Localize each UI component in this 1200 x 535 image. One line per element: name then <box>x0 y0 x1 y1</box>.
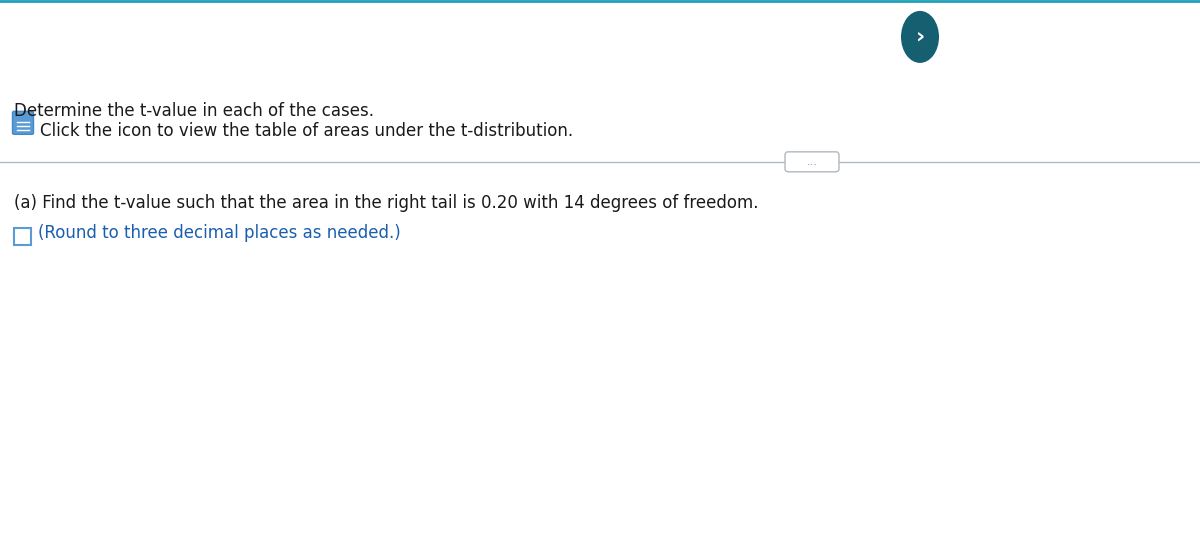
Text: Section 9.2 Homework update: Section 9.2 Homework update <box>116 27 434 47</box>
FancyBboxPatch shape <box>12 111 34 134</box>
Text: Homework:: Homework: <box>42 27 161 47</box>
Text: (a) Find the t-value such that the area in the right tail is 0.20 with 14 degree: (a) Find the t-value such that the area … <box>14 194 758 212</box>
Ellipse shape <box>901 11 940 63</box>
Text: ‹: ‹ <box>694 27 702 47</box>
Text: ›: › <box>916 27 925 47</box>
FancyBboxPatch shape <box>14 228 31 245</box>
Text: Part 1 of 4: Part 1 of 4 <box>770 41 850 56</box>
FancyBboxPatch shape <box>785 152 839 172</box>
Text: (Round to three decimal places as needed.): (Round to three decimal places as needed… <box>38 224 401 242</box>
Text: Question 1, 9.2.7: Question 1, 9.2.7 <box>720 18 900 37</box>
Text: Click the icon to view the table of areas under the t-distribution.: Click the icon to view the table of area… <box>40 122 574 140</box>
Text: ...: ... <box>806 157 817 167</box>
Text: ≡: ≡ <box>12 25 32 49</box>
Text: Determine the t-value in each of the cases.: Determine the t-value in each of the cas… <box>14 102 374 120</box>
